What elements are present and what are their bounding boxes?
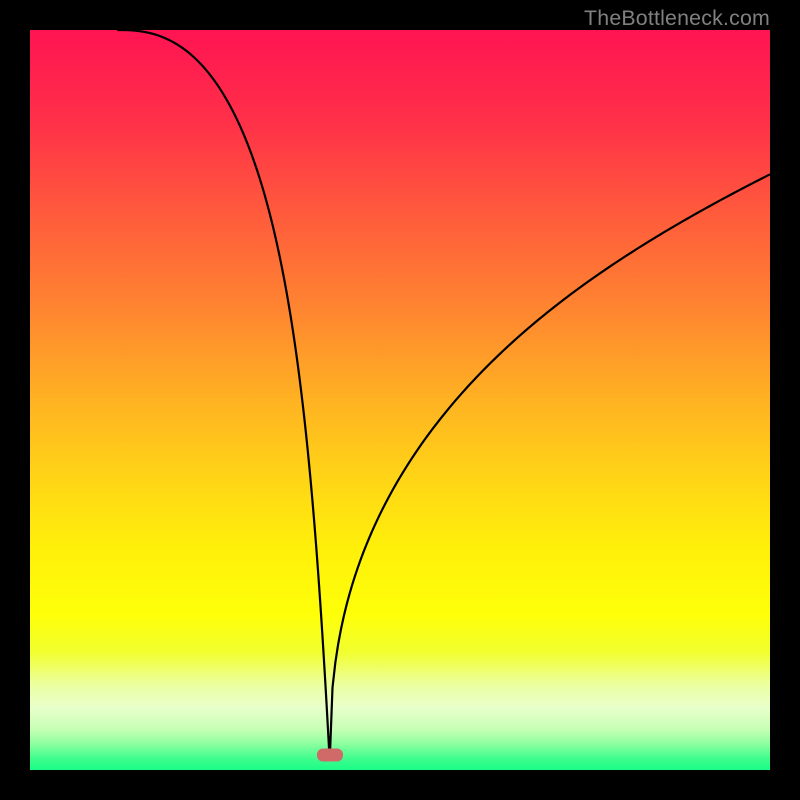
- chart-frame: TheBottleneck.com: [0, 0, 800, 800]
- bottleneck-curve: [30, 30, 770, 770]
- optimal-point-marker: [317, 749, 343, 762]
- curve-right-branch: [330, 174, 770, 761]
- curve-left-branch: [117, 30, 329, 761]
- watermark-text: TheBottleneck.com: [584, 6, 770, 31]
- plot-area: [30, 30, 770, 770]
